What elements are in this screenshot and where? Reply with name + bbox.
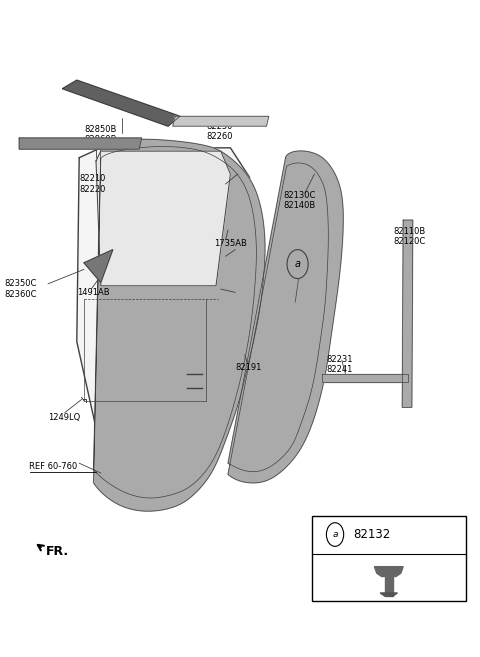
Polygon shape [402,220,413,407]
Text: REF 60-760: REF 60-760 [29,462,77,471]
Polygon shape [94,139,265,511]
Polygon shape [374,566,403,577]
Polygon shape [385,577,393,597]
Text: 1249LQ: 1249LQ [48,413,80,422]
Text: 82231
82241: 82231 82241 [326,355,353,374]
Polygon shape [84,250,113,283]
Polygon shape [322,374,408,382]
Polygon shape [19,138,142,149]
Polygon shape [380,593,397,597]
Text: 82250
82260: 82250 82260 [206,122,233,141]
Text: FR.: FR. [46,545,69,558]
Text: 1735AB: 1735AB [214,238,246,248]
Polygon shape [96,151,230,286]
Text: a: a [332,530,338,539]
Text: 82130C
82140B: 82130C 82140B [283,191,315,210]
Polygon shape [77,148,250,493]
Text: 82210
82220: 82210 82220 [79,174,106,194]
Text: 1491AB: 1491AB [77,288,109,297]
Polygon shape [228,151,343,483]
Text: 82132: 82132 [353,528,390,541]
Text: 82110B
82120C: 82110B 82120C [394,227,426,246]
FancyBboxPatch shape [312,516,466,601]
Text: 82191: 82191 [235,363,262,373]
Polygon shape [62,80,180,126]
Polygon shape [173,116,269,126]
Text: 82850B
82860B: 82850B 82860B [84,125,117,145]
Text: a: a [295,259,300,269]
Text: 82350C
82360C: 82350C 82360C [5,279,37,299]
